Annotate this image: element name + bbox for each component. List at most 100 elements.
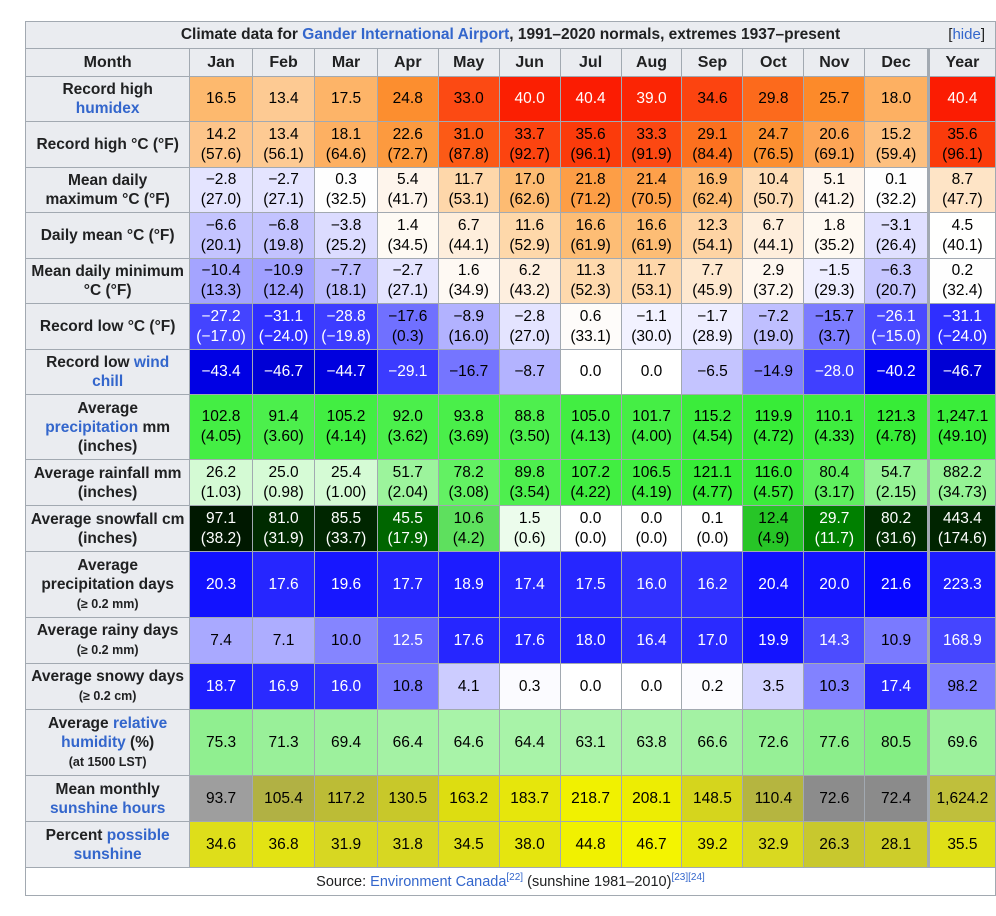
row-label-link[interactable]: relative [112, 714, 168, 732]
value-metric: 21.8 [575, 171, 606, 188]
value-metric: 14.3 [819, 631, 850, 649]
month-header-nov: Nov [803, 48, 866, 77]
month-value-cell: −46.7 [251, 349, 316, 395]
row-label-link[interactable]: humidity [61, 733, 126, 751]
value-metric: 148.5 [693, 789, 732, 807]
value-metric: −7.7 [330, 262, 362, 279]
row-label-link[interactable]: sunshine hours [49, 799, 166, 817]
value-imperial: (4.57) [753, 483, 794, 501]
value-metric: 17.5 [575, 575, 606, 593]
hide-button[interactable]: hide [952, 26, 981, 43]
hide-bracket-open: [ [948, 26, 953, 43]
row-label-link[interactable]: sunshine [73, 845, 142, 863]
value-imperial: (0.6) [513, 529, 546, 547]
value-metric: 18.7 [205, 677, 237, 695]
month-value-cell: 80.4 (3.17) [803, 459, 866, 506]
month-value-cell: 1.5 (0.6) [498, 505, 561, 552]
value-imperial: (49.10) [937, 428, 987, 445]
month-header-aug: Aug [620, 48, 683, 77]
value-metric: 80.5 [880, 733, 912, 751]
year-value-cell: 4.5 (40.1) [926, 212, 996, 259]
value-metric: 89.8 [514, 463, 545, 481]
value-imperial: (4.00) [631, 428, 672, 445]
value-metric: 34.6 [205, 835, 237, 853]
value-imperial: (3.7) [818, 327, 851, 345]
year-value-cell: 223.3 [926, 551, 996, 618]
month-value-cell: 130.5 [376, 775, 439, 822]
month-value-cell: 21.8 (71.2) [559, 167, 622, 213]
value-imperial: (26.4) [875, 236, 917, 254]
value-metric: 6.7 [457, 216, 480, 234]
value-metric: 31.8 [392, 835, 423, 853]
value-imperial: (59.4) [875, 145, 917, 163]
caption-suffix: , 1991–2020 normals, extremes 1937–prese… [509, 26, 841, 43]
value-imperial: (4.72) [753, 428, 794, 445]
value-imperial: (3.69) [448, 428, 489, 445]
ref-24-link[interactable]: [24] [688, 871, 705, 883]
row-label-link[interactable]: wind [133, 354, 170, 371]
value-metric: 36.8 [268, 835, 299, 853]
month-value-cell: 10.9 [864, 617, 929, 664]
row-label: Average rainfall mm (inches) [24, 459, 191, 506]
value-metric: 21.4 [636, 171, 667, 188]
year-value-cell: 35.6 (96.1) [926, 121, 996, 168]
value-imperial: (4.05) [200, 428, 242, 445]
value-metric: 16.6 [636, 216, 667, 234]
value-metric: 1.4 [396, 216, 419, 234]
row-label-text: Percent [45, 826, 107, 844]
month-value-cell: 11.7 (53.1) [437, 167, 500, 213]
value-metric: 5.1 [823, 171, 846, 188]
value-metric: 183.7 [510, 789, 550, 807]
month-value-cell: 17.6 [498, 617, 561, 664]
month-value-cell: 25.4 (1.00) [314, 459, 378, 506]
value-metric: 69.4 [330, 733, 362, 751]
month-value-cell: 64.4 [498, 709, 561, 776]
row-label: Average snowy days (≥ 0.2 cm) [24, 663, 191, 710]
month-value-cell: 11.7 (53.1) [620, 258, 683, 304]
month-value-cell: 72.6 [803, 775, 866, 822]
month-value-cell: 16.9 (62.4) [681, 167, 744, 213]
value-metric: 163.2 [449, 789, 489, 807]
month-value-cell: 97.1 (38.2) [189, 505, 253, 552]
row-label-text: Mean daily minimum [31, 263, 184, 280]
value-metric: 26.2 [205, 463, 237, 481]
table-caption: Climate data for Gander International Ai… [25, 21, 996, 49]
value-metric: 0.2 [701, 677, 724, 695]
value-metric: 0.0 [640, 363, 663, 380]
value-metric: 80.2 [880, 509, 912, 527]
value-metric: −14.9 [753, 363, 793, 380]
month-value-cell: 34.6 [189, 821, 253, 868]
value-metric: 88.8 [514, 408, 545, 425]
value-imperial: (92.7) [509, 145, 550, 163]
ref-23-link[interactable]: [23] [671, 871, 689, 883]
value-metric: 51.7 [392, 463, 423, 481]
data-row: Mean daily maximum °C (°F) −2.8 (27.0) −2.7 (… [24, 167, 996, 213]
source-row: Source: Environment Canada[22] (sunshine… [25, 867, 996, 896]
row-label: Mean monthly sunshine hours [24, 775, 191, 822]
ref-22-link[interactable]: [22] [506, 871, 524, 883]
value-metric: 1,247.1 [936, 408, 989, 425]
value-metric: 69.6 [947, 733, 978, 751]
month-value-cell: 0.0 (0.0) [559, 505, 622, 552]
caption-airport-link[interactable]: Gander International Airport [302, 26, 510, 43]
value-imperial: (34.73) [937, 483, 987, 501]
row-label-text: Record low [46, 354, 134, 371]
value-metric: 10.0 [330, 631, 362, 649]
month-value-cell: 72.4 [864, 775, 929, 822]
climate-table: Climate data for Gander International Ai… [24, 21, 996, 896]
value-metric: 2.9 [762, 262, 785, 279]
source-cell: Source: Environment Canada[22] (sunshine… [25, 867, 996, 896]
value-imperial: (28.9) [692, 327, 733, 345]
row-label-link[interactable]: chill [92, 373, 124, 390]
row-label-link[interactable]: humidex [75, 100, 140, 117]
value-metric: 4.5 [951, 216, 974, 234]
value-metric: −3.8 [330, 216, 362, 234]
value-imperial: (4.9) [757, 529, 790, 547]
row-label-link[interactable]: possible [106, 826, 170, 844]
value-imperial: (35.2) [814, 236, 855, 254]
value-metric: 17.6 [268, 575, 299, 593]
source-environment-canada-link[interactable]: Environment Canada [370, 873, 507, 890]
year-value-cell: 35.5 [926, 821, 996, 868]
row-label-link[interactable]: precipitation [45, 418, 139, 436]
value-metric: 39.2 [697, 835, 728, 853]
